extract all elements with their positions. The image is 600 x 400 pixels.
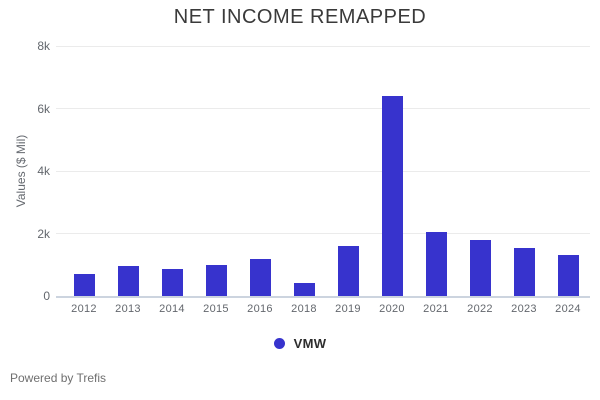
bar-2024: [557, 255, 579, 296]
bar-2022: [469, 240, 491, 296]
y-tick-label-2k: 2k: [37, 226, 50, 241]
y-tick-label-6k: 6k: [37, 101, 50, 116]
x-tick-label-2019: 2019: [335, 303, 361, 315]
gridline-2k: [56, 233, 590, 234]
x-tick-label-2013: 2013: [115, 303, 141, 315]
y-tick-label-8k: 8k: [37, 39, 50, 53]
x-tick-label-2012: 2012: [71, 303, 97, 315]
bar-2012: [73, 273, 95, 296]
bar-2015: [205, 265, 227, 296]
x-tick-label-2024: 2024: [555, 303, 581, 315]
bar-2021: [425, 231, 447, 296]
x-tick-label-2023: 2023: [511, 303, 537, 315]
x-axis-line: [56, 296, 590, 298]
bar-2014: [161, 269, 183, 296]
x-tick-label-2015: 2015: [203, 303, 229, 315]
x-tick-label-2016: 2016: [247, 303, 273, 315]
y-tick-label-4k: 4k: [37, 164, 50, 178]
legend-series-label: VMW: [293, 336, 327, 351]
bar-2018: [293, 283, 315, 296]
powered-by-trefis-label: Powered by Trefis: [10, 371, 107, 385]
y-tick-label-0: 0: [43, 289, 50, 303]
x-tick-label-2021: 2021: [423, 303, 449, 315]
gridline-4k: [56, 170, 590, 172]
legend-marker-circle-icon: [273, 338, 285, 349]
x-tick-label-2022: 2022: [467, 303, 493, 315]
bar-2019: [337, 245, 359, 296]
x-tick-label-2014: 2014: [159, 303, 185, 315]
x-tick-label-2020: 2020: [379, 303, 405, 315]
bar-2020: [381, 96, 403, 296]
gridline-8k: [56, 45, 590, 47]
bar-2023: [513, 247, 535, 296]
chart-title: NET INCOME REMAPPED: [173, 6, 427, 28]
x-tick-label-2018: 2018: [291, 303, 317, 315]
bar-2016: [249, 258, 271, 296]
bar-2013: [117, 265, 139, 296]
gridline-6k: [56, 108, 590, 109]
legend[interactable]: VMW: [0, 336, 600, 351]
